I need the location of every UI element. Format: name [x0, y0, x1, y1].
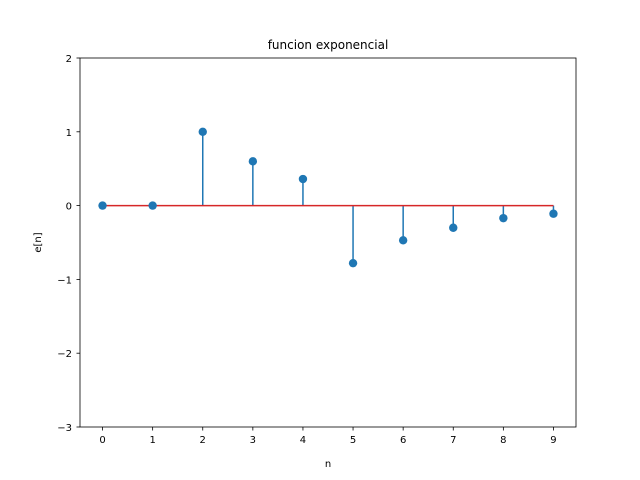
- y-axis-label: e[n]: [33, 232, 44, 252]
- plot-frame: [79, 57, 577, 428]
- stem-marker: [499, 213, 508, 223]
- stem-lines: [201, 131, 555, 264]
- x-tick-label: 7: [450, 435, 456, 446]
- stem-markers: [98, 127, 558, 268]
- y-tick-label: 0: [66, 202, 72, 213]
- y-tick-label: −3: [57, 423, 72, 434]
- y-tick-label: 2: [66, 54, 72, 65]
- x-tick-label: 9: [550, 435, 556, 446]
- y-ticks: −3 −2 −1 0 1 2: [57, 54, 80, 434]
- y-tick-label: −1: [57, 275, 72, 286]
- stem-marker: [398, 236, 408, 245]
- stem-marker: [198, 127, 207, 136]
- x-tick-label: 0: [99, 435, 105, 446]
- x-tick-label: 2: [200, 435, 206, 446]
- stem-marker: [298, 174, 308, 184]
- x-tick-label: 6: [400, 435, 406, 446]
- x-axis-label: n: [325, 459, 331, 470]
- stem-marker: [248, 157, 258, 166]
- x-tick-label: 8: [500, 435, 506, 446]
- stem-marker: [449, 223, 458, 232]
- x-tick-label: 4: [300, 435, 306, 446]
- stem-marker: [549, 209, 558, 218]
- stem-marker: [348, 258, 358, 268]
- x-tick-label: 5: [350, 435, 356, 446]
- stem-marker: [148, 201, 157, 210]
- x-ticks: 0 1 2 3 4 5 6 7 8 9: [99, 427, 557, 446]
- stem-marker: [98, 201, 107, 210]
- x-tick-label: 1: [149, 435, 155, 446]
- x-tick-label: 3: [250, 435, 256, 446]
- y-tick-label: −2: [57, 349, 72, 360]
- y-tick-label: 1: [66, 128, 72, 139]
- chart-title: funcion exponencial: [268, 38, 389, 52]
- plot-background: [80, 58, 576, 427]
